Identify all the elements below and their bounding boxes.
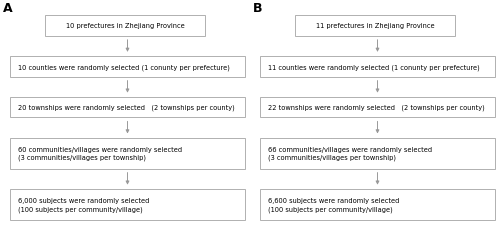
FancyBboxPatch shape xyxy=(260,189,495,220)
FancyBboxPatch shape xyxy=(45,16,205,37)
FancyBboxPatch shape xyxy=(260,97,495,118)
FancyBboxPatch shape xyxy=(260,57,495,77)
Text: 11 counties were randomly selected (1 conunty per prefecture): 11 counties were randomly selected (1 co… xyxy=(268,64,479,70)
Text: 20 townships were randomly selected   (2 townships per county): 20 townships were randomly selected (2 t… xyxy=(18,104,234,111)
Text: 10 prefectures in Zhejiang Province: 10 prefectures in Zhejiang Province xyxy=(66,23,184,29)
FancyBboxPatch shape xyxy=(10,189,245,220)
FancyBboxPatch shape xyxy=(260,138,495,169)
Text: 10 counties were randomly selected (1 conunty per prefecture): 10 counties were randomly selected (1 co… xyxy=(18,64,230,70)
Text: 66 communities/villages were randomly selected
(3 communities/villages per towns: 66 communities/villages were randomly se… xyxy=(268,146,432,161)
FancyBboxPatch shape xyxy=(10,97,245,118)
Text: B: B xyxy=(252,2,262,15)
FancyBboxPatch shape xyxy=(10,57,245,77)
FancyBboxPatch shape xyxy=(295,16,455,37)
Text: 22 townships were randomly selected   (2 townships per county): 22 townships were randomly selected (2 t… xyxy=(268,104,484,111)
Text: 60 communities/villages were randomly selected
(3 communities/villages per towns: 60 communities/villages were randomly se… xyxy=(18,146,181,161)
Text: 11 prefectures in Zhejiang Province: 11 prefectures in Zhejiang Province xyxy=(316,23,434,29)
Text: 6,000 subjects were randomly selected
(100 subjects per community/village): 6,000 subjects were randomly selected (1… xyxy=(18,197,149,212)
Text: A: A xyxy=(2,2,12,15)
Text: 6,600 subjects were randomly selected
(100 subjects per community/village): 6,600 subjects were randomly selected (1… xyxy=(268,197,399,212)
FancyBboxPatch shape xyxy=(10,138,245,169)
